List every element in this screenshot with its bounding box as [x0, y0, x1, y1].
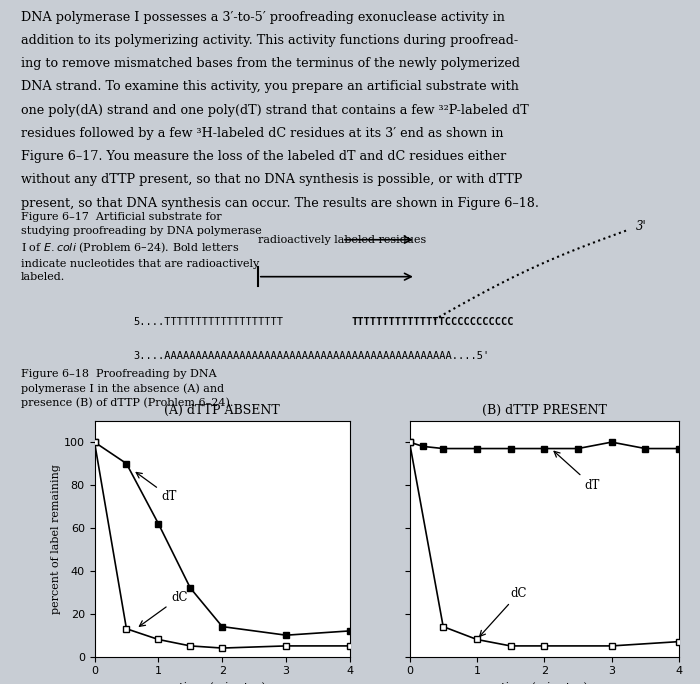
Title: (B) dTTP PRESENT: (B) dTTP PRESENT	[482, 404, 607, 417]
Text: TTTTTTTTTTTTTTTCCCCCCCCCCC: TTTTTTTTTTTTTTTCCCCCCCCCCC	[352, 317, 514, 327]
Text: dT: dT	[554, 451, 600, 492]
Text: 3': 3'	[636, 220, 647, 233]
X-axis label: time (minutes): time (minutes)	[500, 682, 588, 684]
Text: Figure 6–17. You measure the loss of the labeled dT and dC residues either: Figure 6–17. You measure the loss of the…	[21, 150, 506, 163]
Text: addition to its polymerizing activity. This activity functions during proofread-: addition to its polymerizing activity. T…	[21, 34, 518, 47]
Text: one poly(dA) strand and one poly(dT) strand that contains a few ³²P-labeled dT: one poly(dA) strand and one poly(dT) str…	[21, 104, 528, 117]
Text: dC: dC	[139, 591, 188, 627]
Text: 3....AAAAAAAAAAAAAAAAAAAAAAAAAAAAAAAAAAAAAAAAAAAAAA....5': 3....AAAAAAAAAAAAAAAAAAAAAAAAAAAAAAAAAAA…	[133, 351, 489, 360]
Text: dC: dC	[480, 587, 527, 636]
Y-axis label: percent of label remaining: percent of label remaining	[51, 464, 61, 614]
Text: Figure 6–17  Artificial substrate for
studying proofreading by DNA polymerase
I : Figure 6–17 Artificial substrate for stu…	[21, 212, 262, 282]
X-axis label: time (minutes): time (minutes)	[178, 682, 266, 684]
Text: radioactively labeled residues: radioactively labeled residues	[258, 235, 426, 245]
Text: DNA polymerase I possesses a 3′-to-5′ proofreading exonuclease activity in: DNA polymerase I possesses a 3′-to-5′ pr…	[21, 11, 505, 24]
Text: 5....TTTTTTTTTTTTTTTTTTT: 5....TTTTTTTTTTTTTTTTTTT	[133, 317, 283, 327]
Text: Figure 6–18  Proofreading by DNA
polymerase I in the absence (A) and
presence (B: Figure 6–18 Proofreading by DNA polymera…	[21, 369, 233, 408]
Text: dT: dT	[136, 473, 177, 503]
Text: without any dTTP present, so that no DNA synthesis is possible, or with dTTP: without any dTTP present, so that no DNA…	[21, 173, 522, 186]
Text: ing to remove mismatched bases from the terminus of the newly polymerized: ing to remove mismatched bases from the …	[21, 57, 520, 70]
Title: (A) dTTP ABSENT: (A) dTTP ABSENT	[164, 404, 280, 417]
Text: residues followed by a few ³H-labeled dC residues at its 3′ end as shown in: residues followed by a few ³H-labeled dC…	[21, 127, 503, 140]
Text: DNA strand. To examine this activity, you prepare an artificial substrate with: DNA strand. To examine this activity, yo…	[21, 81, 519, 94]
Text: present, so that DNA synthesis can occur. The results are shown in Figure 6–18.: present, so that DNA synthesis can occur…	[21, 196, 539, 209]
